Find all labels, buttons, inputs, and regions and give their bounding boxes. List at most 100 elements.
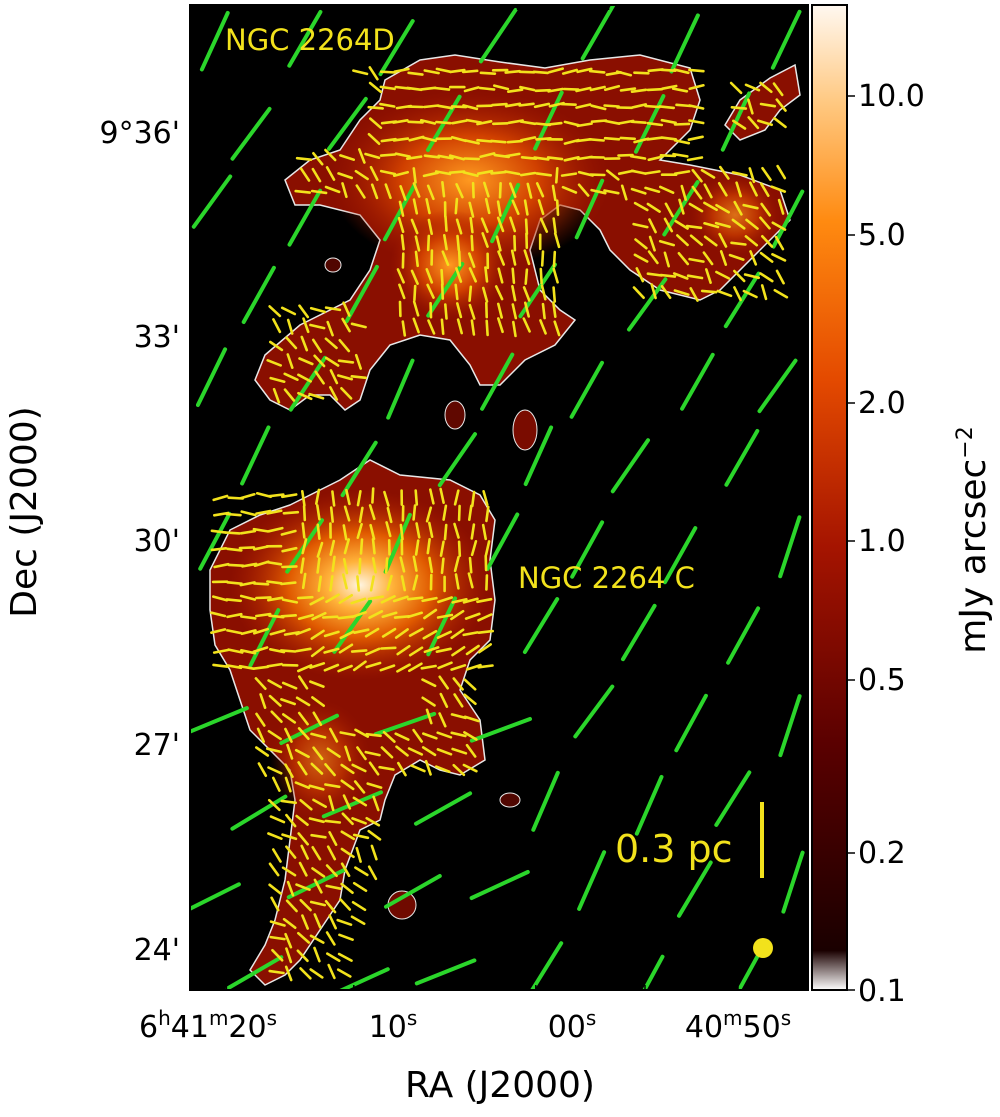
dust-vector xyxy=(280,581,297,586)
dust-vector xyxy=(399,185,407,201)
dust-vector xyxy=(448,154,466,161)
dust-vector xyxy=(465,644,480,656)
dust-vector xyxy=(225,664,243,670)
dust-vector xyxy=(448,170,466,174)
dust-vector xyxy=(436,630,453,640)
dust-vector xyxy=(354,866,369,877)
dust-vector xyxy=(438,712,447,728)
dust-vector xyxy=(354,169,369,181)
dust-vector xyxy=(718,165,730,180)
dust-vector xyxy=(269,376,286,384)
clump xyxy=(499,792,521,808)
large-scale-vector xyxy=(531,770,560,832)
dust-vector xyxy=(309,306,327,314)
dust-vector xyxy=(336,374,354,381)
dust-vector xyxy=(703,222,720,229)
dust-vector xyxy=(311,167,322,183)
dust-vector xyxy=(357,148,366,164)
dust-vector xyxy=(508,182,517,198)
dust-vector xyxy=(270,710,283,724)
dust-vector xyxy=(426,283,435,299)
dust-vector xyxy=(560,102,577,106)
dust-vector xyxy=(744,235,759,247)
large-scale-vector xyxy=(569,360,604,419)
dust-vector xyxy=(371,557,377,574)
dust-vector xyxy=(426,234,431,252)
dust-vector xyxy=(433,86,451,91)
dust-vector xyxy=(552,250,557,268)
dust-vector xyxy=(442,504,448,521)
dust-vector xyxy=(365,661,382,669)
dust-vector xyxy=(435,647,452,654)
dust-vector xyxy=(441,181,446,198)
dust-vector xyxy=(659,273,677,278)
dust-vector xyxy=(443,303,448,320)
dust-vector xyxy=(648,235,656,252)
dust-vector xyxy=(420,664,437,670)
dust-vector xyxy=(227,563,245,568)
dust-vector xyxy=(267,526,284,533)
dust-vector xyxy=(412,198,419,215)
dust-vector xyxy=(561,185,578,194)
dust-vector xyxy=(297,613,315,621)
dust-vector xyxy=(323,647,340,654)
dust-vector xyxy=(454,197,459,215)
dust-vector xyxy=(629,154,647,160)
dust-vector xyxy=(338,338,351,353)
dust-vector xyxy=(603,189,620,195)
dust-vector xyxy=(311,611,327,621)
dust-vector xyxy=(294,748,310,759)
dust-vector xyxy=(424,759,432,776)
dust-vector xyxy=(340,386,353,400)
dust-vector xyxy=(588,69,606,74)
dust-vector xyxy=(342,524,348,541)
dust-vector xyxy=(660,136,678,141)
dust-vector xyxy=(301,914,310,930)
large-scale-vector xyxy=(340,440,378,498)
dust-vector xyxy=(392,137,410,142)
dust-vector xyxy=(351,610,367,619)
dust-vector xyxy=(336,918,353,927)
dust-vector xyxy=(440,318,445,336)
large-scale-vector xyxy=(382,182,417,242)
dust-vector xyxy=(719,250,728,267)
dust-vector xyxy=(715,203,731,214)
dust-vector xyxy=(267,766,283,775)
dust-vector xyxy=(267,729,282,741)
x-tick-label: 40m50s xyxy=(685,1006,791,1045)
dust-vector xyxy=(359,538,364,555)
dust-vector xyxy=(364,627,380,638)
dust-vector xyxy=(452,763,466,777)
dust-vector xyxy=(396,663,411,673)
dust-vector xyxy=(491,102,508,107)
dust-vector xyxy=(633,201,649,212)
axis-ticks xyxy=(190,5,808,990)
dust-vector xyxy=(519,120,537,126)
large-scale-vector xyxy=(344,264,379,324)
dust-vector xyxy=(455,218,463,235)
dust-vector xyxy=(407,120,424,124)
colorbar-tick-labels: 10.0 5.0 2.0 1.0 0.5 0.2 0.1 xyxy=(858,79,925,1009)
large-scale-vector xyxy=(778,694,802,758)
dust-vector xyxy=(412,574,419,591)
dust-vector xyxy=(731,171,748,177)
dust-vector xyxy=(491,122,509,126)
dust-vector xyxy=(295,883,311,892)
dust-vector xyxy=(776,164,787,180)
dust-vector xyxy=(632,286,645,300)
dust-vector xyxy=(314,488,321,505)
dust-vector xyxy=(285,947,293,964)
dust-vector xyxy=(324,783,341,789)
dust-vector xyxy=(210,529,228,534)
dust-vector xyxy=(648,218,657,234)
dust-vector xyxy=(350,915,366,926)
dust-vector xyxy=(470,523,476,540)
dust-vector xyxy=(266,358,283,367)
dust-vector xyxy=(299,798,313,811)
dust-vector xyxy=(356,746,367,761)
dust-vector xyxy=(555,199,560,216)
dust-vector xyxy=(396,761,407,777)
dust-vector xyxy=(268,862,280,877)
dust-vector xyxy=(455,183,464,199)
dust-vector xyxy=(352,660,367,672)
